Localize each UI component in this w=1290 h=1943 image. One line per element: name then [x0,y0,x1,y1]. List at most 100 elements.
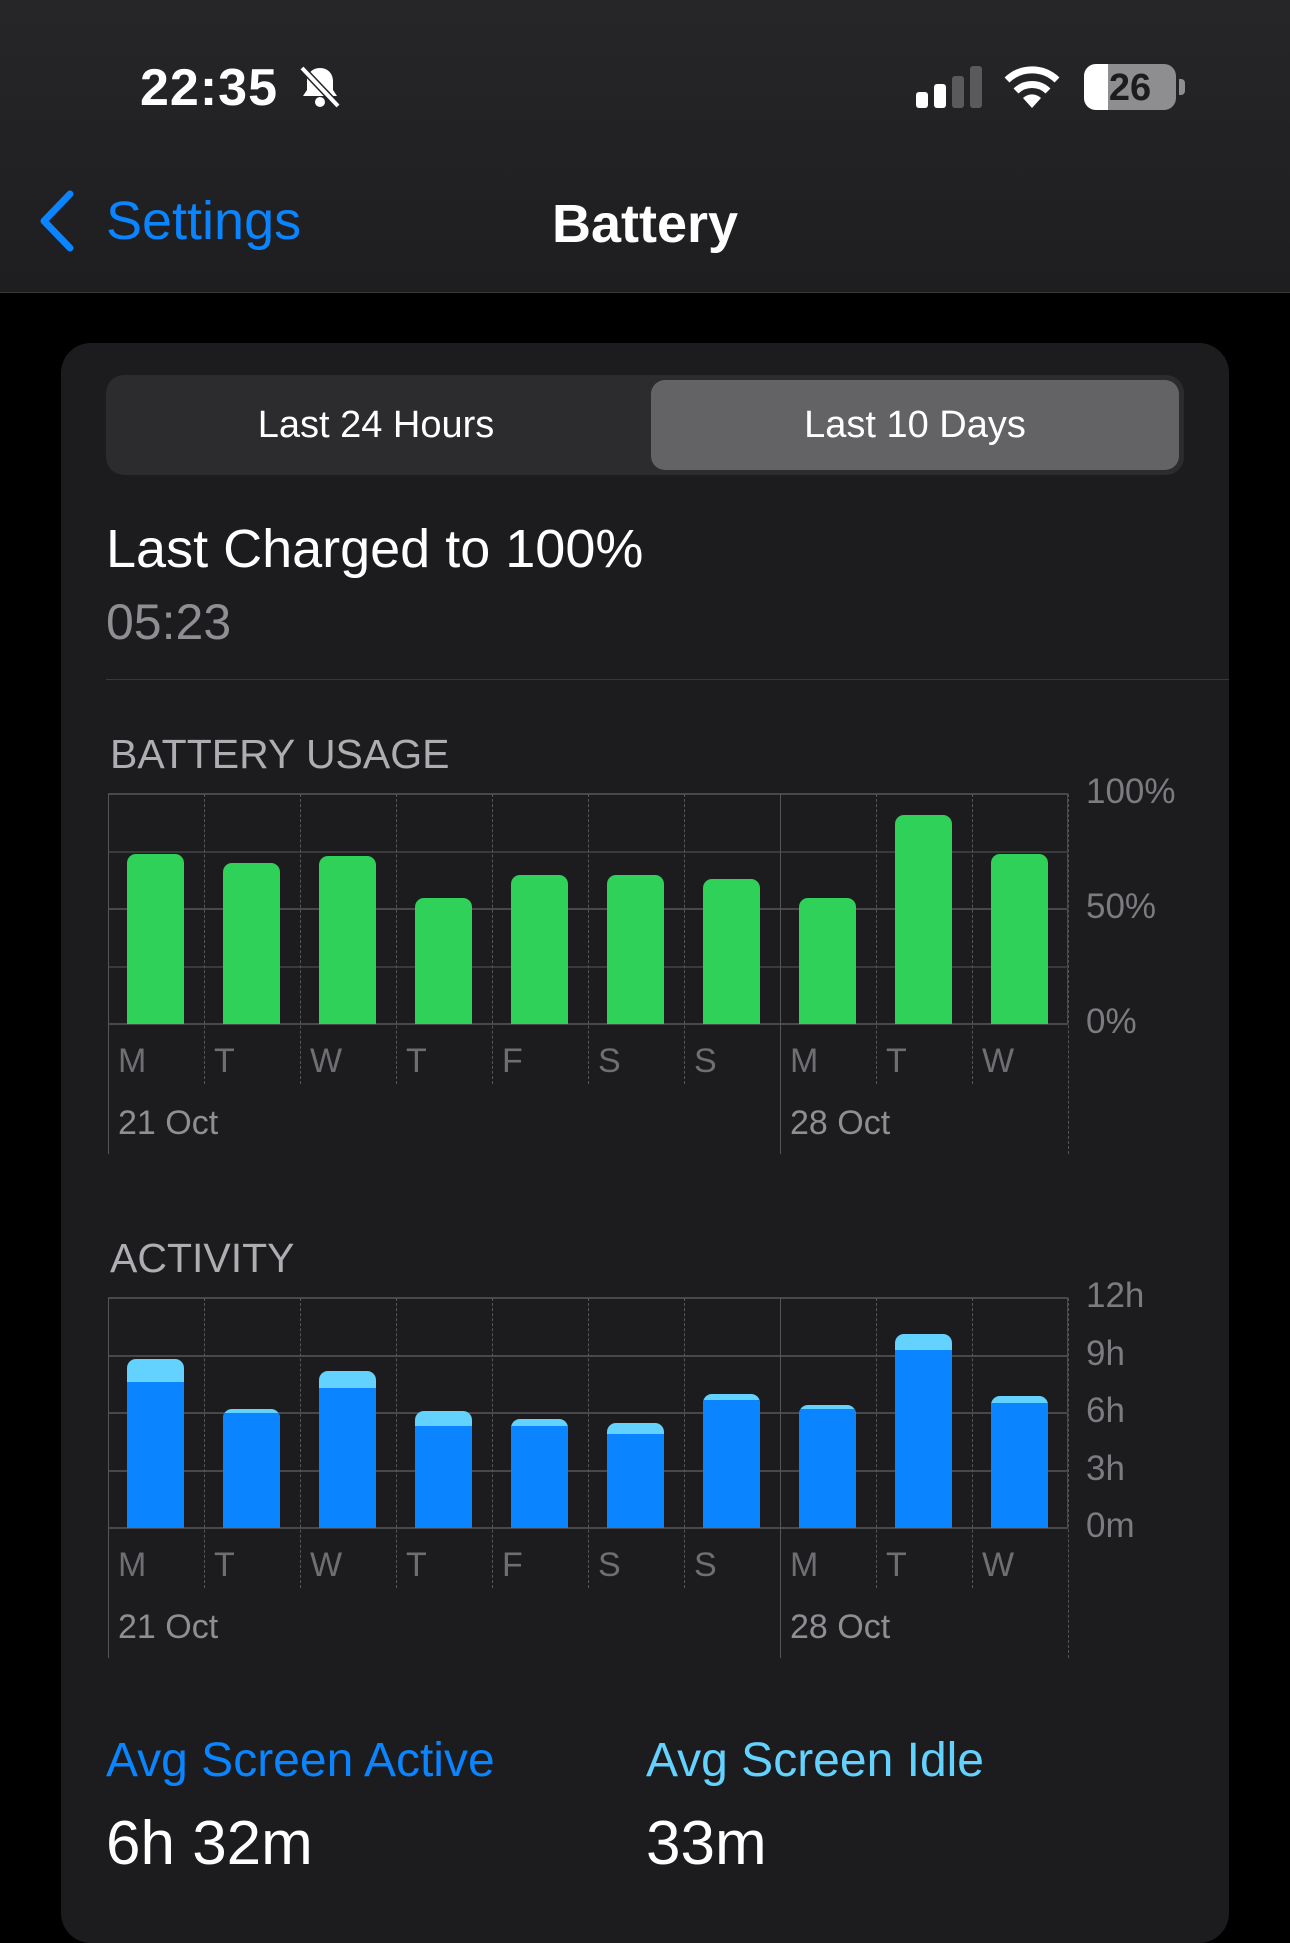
battery-usage-chart: 100% 50% 0% M T W T F S S M T W 21 Oct 28 Oct [108,772,1208,1184]
day-divider [300,1298,301,1588]
screen-active-segment [511,1426,568,1528]
battery-bar [895,814,952,1024]
x-tick-label: S [694,1546,717,1584]
activity-bar [319,1370,376,1528]
x-tick-label: T [214,1546,235,1584]
x-tick-label: W [310,1546,343,1584]
x-tick-label: W [982,1042,1015,1080]
date-label: 21 Oct [118,1608,219,1646]
x-tick-label: S [694,1042,717,1080]
day-divider [876,1298,877,1588]
week-divider [108,1298,109,1658]
bell-slash-icon [299,65,341,109]
battery-bar [607,874,664,1024]
battery-level: 26 [1108,67,1152,109]
x-tick-label: T [406,1042,427,1080]
day-divider [972,1298,973,1588]
day-divider [204,794,205,1084]
day-divider [204,1298,205,1588]
date-label: 21 Oct [118,1104,219,1142]
battery-bar [991,853,1048,1024]
screen-active-segment [223,1412,280,1528]
back-label: Settings [106,191,302,251]
tab-last-10-days[interactable]: Last 10 Days [651,380,1179,470]
activity-bar [223,1409,280,1528]
activity-bar [511,1418,568,1528]
y-tick-label: 3h [1086,1448,1125,1488]
date-label: 28 Oct [790,1608,891,1646]
navigation-header: 22:35 26 Settings Battery [0,0,1290,293]
battery-card: Last 24 Hours Last 10 Days Last Charged … [61,343,1229,1943]
day-divider [396,1298,397,1588]
last-charged-time: 05:23 [106,594,232,650]
x-tick-label: F [502,1546,523,1584]
cellular-signal-icon [916,66,982,108]
avg-screen-idle-label: Avg Screen Idle [646,1734,984,1787]
activity-bar [607,1422,664,1528]
avg-screen-active-label: Avg Screen Active [106,1734,495,1787]
avg-screen-idle-value: 33m [646,1809,767,1878]
avg-screen-active-value: 6h 32m [106,1809,313,1878]
x-tick-label: W [310,1042,343,1080]
battery-usage-heading: BATTERY USAGE [110,731,450,777]
day-divider [300,794,301,1084]
battery-bar [511,874,568,1024]
y-tick-label: 0% [1086,1002,1137,1041]
status-time: 22:35 [140,59,278,117]
x-tick-label: T [886,1042,907,1080]
chevron-left-icon [40,190,74,252]
day-divider [396,794,397,1084]
tab-last-24-hours[interactable]: Last 24 Hours [257,403,495,446]
activity-bar [799,1405,856,1528]
y-tick-label: 100% [1086,772,1176,811]
screen-active-segment [127,1382,184,1528]
y-tick-label: 50% [1086,887,1157,926]
x-tick-label: M [790,1546,819,1584]
screen-active-segment [319,1388,376,1528]
battery-bar [703,879,760,1024]
x-tick-label: S [598,1546,621,1584]
x-tick-label: F [502,1042,523,1080]
battery-bar [223,863,280,1024]
battery-icon: 26 [1084,64,1176,110]
battery-bar [127,853,184,1024]
day-divider [876,794,877,1084]
day-divider [684,794,685,1084]
activity-heading: ACTIVITY [110,1235,295,1281]
back-button[interactable]: Settings [36,190,301,252]
activity-bar [895,1334,952,1528]
activity-chart: 12h 9h 6h 3h 0m M T W T F S S M T W 21 Oct 28 Oct [108,1276,1208,1688]
day-divider [492,794,493,1084]
battery-bar [319,856,376,1024]
y-tick-label: 9h [1086,1333,1125,1373]
wifi-icon [1004,66,1060,108]
day-divider [684,1298,685,1588]
x-tick-label: W [982,1546,1015,1584]
day-divider [1068,1298,1069,1658]
screen-active-segment [895,1349,952,1528]
date-label: 28 Oct [790,1104,891,1142]
battery-bar [415,897,472,1024]
battery-bar [799,897,856,1024]
week-divider [780,794,781,1154]
x-tick-label: T [886,1546,907,1584]
y-tick-label: 12h [1086,1276,1145,1315]
x-tick-label: T [214,1042,235,1080]
activity-bar [703,1393,760,1528]
y-tick-label: 0m [1086,1506,1135,1545]
page-title: Battery [551,194,739,254]
day-divider [492,1298,493,1588]
divider [106,679,1229,680]
screen-active-segment [607,1434,664,1528]
last-charged-label: Last Charged to 100% [106,519,644,579]
week-divider [780,1298,781,1658]
week-divider [108,794,109,1154]
x-tick-label: T [406,1546,427,1584]
x-tick-label: M [118,1042,147,1080]
screen-active-segment [991,1403,1048,1528]
x-tick-label: S [598,1042,621,1080]
time-range-segmented-control: Last 24 Hours Last 10 Days [106,375,1184,475]
activity-bar [127,1359,184,1528]
y-tick-label: 6h [1086,1391,1125,1430]
x-tick-label: M [790,1042,819,1080]
